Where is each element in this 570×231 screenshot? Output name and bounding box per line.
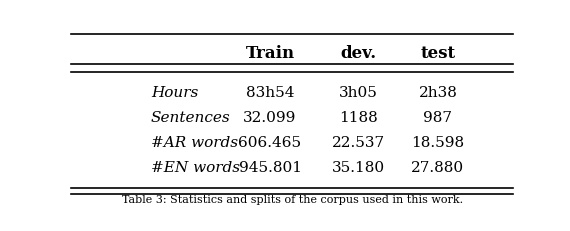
Text: Hours: Hours — [150, 86, 198, 100]
Text: Sentences: Sentences — [150, 111, 230, 125]
Text: 83h54: 83h54 — [246, 86, 294, 100]
Text: 18.598: 18.598 — [412, 135, 465, 149]
Text: 987: 987 — [424, 111, 453, 125]
Text: 3h05: 3h05 — [339, 86, 378, 100]
Text: 27.880: 27.880 — [412, 160, 465, 174]
Text: dev.: dev. — [340, 45, 376, 62]
Text: #EN words: #EN words — [150, 160, 240, 174]
Text: 606.465: 606.465 — [238, 135, 302, 149]
Text: 945.801: 945.801 — [238, 160, 302, 174]
Text: test: test — [420, 45, 455, 62]
Text: 32.099: 32.099 — [243, 111, 297, 125]
Text: 2h38: 2h38 — [418, 86, 457, 100]
Text: 22.537: 22.537 — [332, 135, 385, 149]
Text: Train: Train — [246, 45, 295, 62]
Text: #AR words: #AR words — [150, 135, 238, 149]
Text: 1188: 1188 — [339, 111, 378, 125]
Text: Table 3: Statistics and splits of the corpus used in this work.: Table 3: Statistics and splits of the co… — [121, 194, 463, 204]
Text: 35.180: 35.180 — [332, 160, 385, 174]
